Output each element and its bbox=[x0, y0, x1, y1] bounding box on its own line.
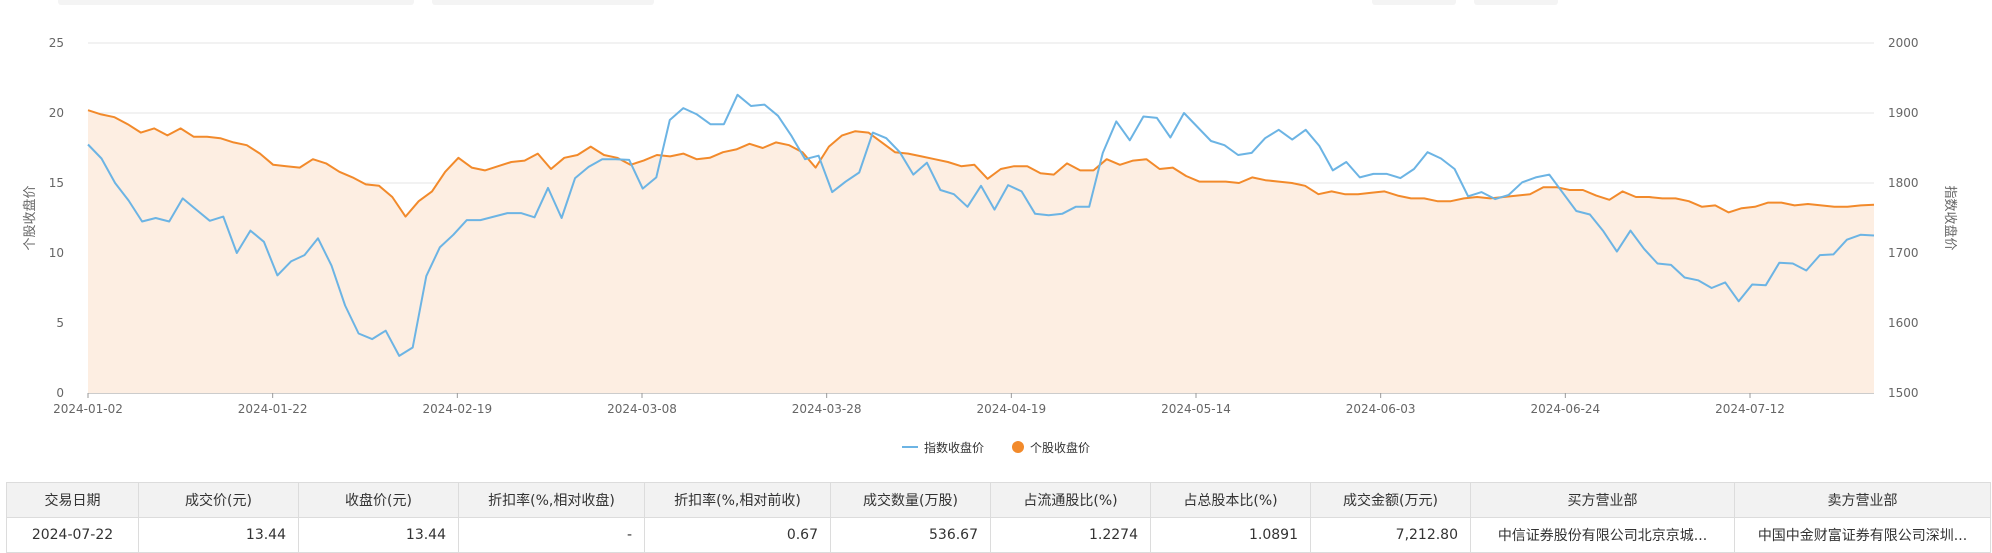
price-comparison-chart: 0 5 10 15 20 25 1500 1600 1700 1800 1900 2000 2024-0… bbox=[22, 36, 1958, 416]
right-axis-title: 指数收盘价 bbox=[1942, 185, 1958, 250]
cell-trade-price: 13.44 bbox=[138, 517, 299, 553]
right-tick-label: 1900 bbox=[1888, 106, 1919, 120]
col-total-ratio[interactable]: 占总股本比(%) bbox=[1150, 482, 1311, 518]
left-tick-label: 20 bbox=[49, 106, 64, 120]
x-tick-label: 2024-03-08 bbox=[607, 402, 677, 416]
left-axis-title: 个股收盘价 bbox=[22, 185, 38, 250]
table-row: 2024-07-22 13.44 13.44 - 0.67 536.67 1.2… bbox=[6, 517, 1991, 553]
right-tick-label: 1700 bbox=[1888, 246, 1919, 260]
cell-close-price: 13.44 bbox=[298, 517, 459, 553]
left-tick-label: 15 bbox=[49, 176, 64, 190]
cell-float-ratio: 1.2274 bbox=[990, 517, 1151, 553]
right-tick-label: 1600 bbox=[1888, 316, 1919, 330]
cell-seller[interactable]: 中国中金财富证券有限公司深圳... bbox=[1734, 517, 1991, 553]
cell-trade-date: 2024-07-22 bbox=[6, 517, 139, 553]
axis-labels: 0 5 10 15 20 25 1500 1600 1700 1800 1900 2000 2024-0… bbox=[22, 36, 1958, 416]
x-tick-label: 2024-03-28 bbox=[792, 402, 862, 416]
series-layer bbox=[87, 93, 1875, 393]
right-tick-label: 1500 bbox=[1888, 386, 1919, 400]
col-float-ratio[interactable]: 占流通股比(%) bbox=[990, 482, 1151, 518]
axes bbox=[87, 392, 1874, 398]
cell-volume: 536.67 bbox=[830, 517, 991, 553]
x-tick-label: 2024-01-02 bbox=[53, 402, 123, 416]
legend-line-icon bbox=[901, 446, 918, 448]
index-price-line bbox=[87, 93, 1875, 357]
col-seller[interactable]: 卖方营业部 bbox=[1734, 482, 1991, 518]
right-tick-label: 2000 bbox=[1888, 36, 1919, 50]
stock-price-line bbox=[87, 109, 1875, 218]
col-volume[interactable]: 成交数量(万股) bbox=[830, 482, 991, 518]
x-tick-label: 2024-07-12 bbox=[1715, 402, 1785, 416]
block-trade-table: 交易日期 成交价(元) 收盘价(元) 折扣率(%,相对收盘) 折扣率(%,相对前… bbox=[6, 482, 1991, 553]
cell-amount: 7,212.80 bbox=[1310, 517, 1471, 553]
legend-item-index[interactable]: 指数收盘价 bbox=[901, 439, 984, 456]
col-buyer[interactable]: 买方营业部 bbox=[1470, 482, 1735, 518]
col-trade-date[interactable]: 交易日期 bbox=[6, 482, 139, 518]
filter-tab-3[interactable] bbox=[1372, 0, 1456, 5]
x-tick-label: 2024-02-19 bbox=[422, 402, 492, 416]
col-discount-close[interactable]: 折扣率(%,相对收盘) bbox=[458, 482, 645, 518]
stock-price-area bbox=[88, 110, 1874, 393]
x-tick-label: 2024-06-03 bbox=[1346, 402, 1416, 416]
filter-tab-4[interactable] bbox=[1474, 0, 1558, 5]
cell-discount-close: - bbox=[458, 517, 645, 553]
cell-buyer[interactable]: 中信证券股份有限公司北京京城... bbox=[1470, 517, 1735, 553]
right-tick-label: 1800 bbox=[1888, 176, 1919, 190]
col-trade-price[interactable]: 成交价(元) bbox=[138, 482, 299, 518]
col-discount-prev[interactable]: 折扣率(%,相对前收) bbox=[644, 482, 831, 518]
col-amount[interactable]: 成交金额(万元) bbox=[1310, 482, 1471, 518]
filter-tab-1[interactable] bbox=[58, 0, 414, 5]
left-tick-label: 0 bbox=[56, 386, 64, 400]
x-tick-label: 2024-05-14 bbox=[1161, 402, 1231, 416]
left-tick-label: 10 bbox=[49, 246, 64, 260]
legend-label-index: 指数收盘价 bbox=[923, 440, 984, 455]
cell-total-ratio: 1.0891 bbox=[1150, 517, 1311, 553]
left-tick-label: 25 bbox=[49, 36, 64, 50]
x-tick-label: 2024-06-24 bbox=[1530, 402, 1600, 416]
legend-label-stock: 个股收盘价 bbox=[1030, 440, 1091, 455]
filter-tab-2[interactable] bbox=[432, 0, 654, 5]
chart-legend: 指数收盘价 个股收盘价 bbox=[0, 437, 1992, 457]
x-tick-label: 2024-01-22 bbox=[238, 402, 308, 416]
x-tick-label: 2024-04-19 bbox=[976, 402, 1046, 416]
legend-item-stock[interactable]: 个股收盘价 bbox=[1012, 439, 1090, 456]
cell-discount-prev: 0.67 bbox=[644, 517, 831, 553]
left-tick-label: 5 bbox=[56, 316, 64, 330]
col-close-price[interactable]: 收盘价(元) bbox=[298, 482, 459, 518]
legend-dot-icon bbox=[1012, 441, 1024, 453]
table-header-row: 交易日期 成交价(元) 收盘价(元) 折扣率(%,相对收盘) 折扣率(%,相对前… bbox=[6, 482, 1991, 518]
